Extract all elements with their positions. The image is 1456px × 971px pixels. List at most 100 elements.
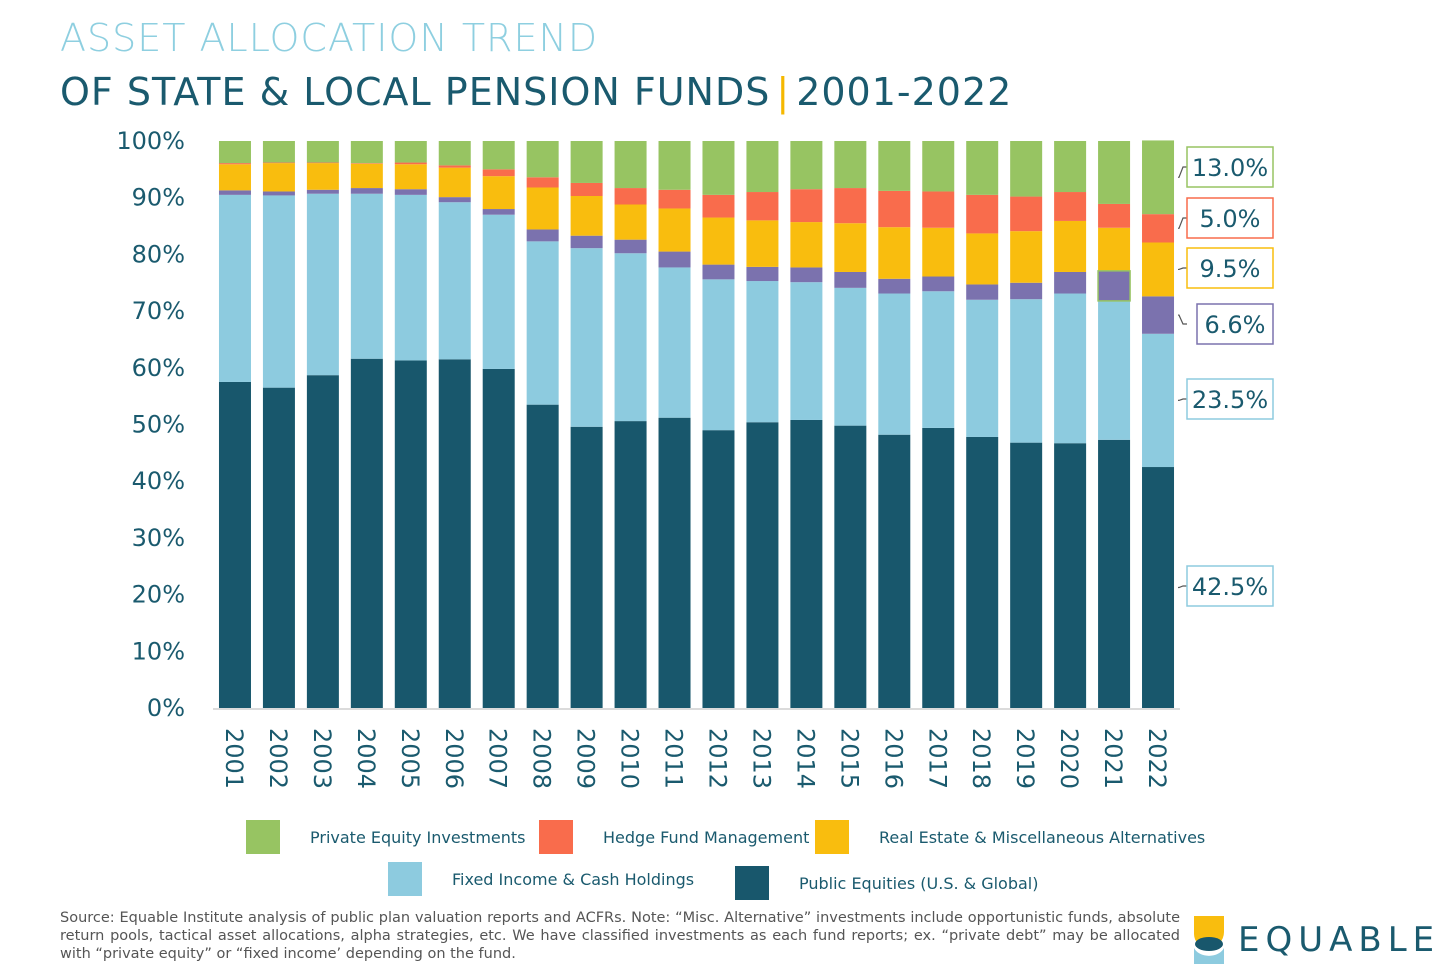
bar-segment-hedge-fund	[483, 169, 515, 176]
bar-segment-private-equity	[483, 141, 515, 169]
bar-segment-other-alt	[746, 267, 778, 281]
bar-segment-fixed-income	[1142, 334, 1174, 467]
bar-segment-public-equities	[659, 418, 691, 708]
bar-segment-private-equity	[790, 141, 822, 189]
bar-segment-real-estate	[834, 223, 866, 272]
legend-label: Fixed Income & Cash Holdings	[452, 870, 694, 889]
bar-segment-real-estate	[263, 163, 295, 191]
equable-logo-text: EQUABLE	[1238, 920, 1440, 960]
bar-segment-fixed-income	[615, 253, 647, 421]
x-tick-label: 2005	[396, 728, 424, 789]
bar-segment-private-equity	[746, 141, 778, 192]
x-tick-label: 2009	[572, 728, 600, 789]
callout-label: 13.0%	[1192, 154, 1268, 182]
legend: Private Equity Investments Hedge Fund Ma…	[0, 812, 1456, 912]
bar-segment-hedge-fund	[263, 163, 295, 164]
legend-label: Public Equities (U.S. & Global)	[799, 874, 1038, 893]
callout-leader-line	[1178, 218, 1187, 228]
bar-segment-private-equity	[1054, 141, 1086, 192]
bar-segment-fixed-income	[834, 288, 866, 426]
legend-item-private-equity: Private Equity Investments	[246, 820, 526, 854]
bar-segment-hedge-fund	[571, 183, 603, 196]
bar-segment-other-alt	[439, 197, 471, 202]
y-tick-label: 50%	[132, 411, 185, 439]
x-tick-label: 2018	[967, 728, 995, 789]
bar-segment-real-estate	[1010, 231, 1042, 283]
bar-segment-other-alt	[351, 188, 383, 194]
bar-segment-other-alt	[659, 252, 691, 268]
bar-segment-other-alt	[307, 190, 339, 194]
bar-segment-public-equities	[834, 426, 866, 708]
legend-item-hedge-fund: Hedge Fund Management	[539, 820, 809, 854]
bar-segment-fixed-income	[219, 195, 251, 382]
y-tick-label: 40%	[132, 467, 185, 495]
bar-segment-public-equities	[1054, 443, 1086, 708]
bar-segment-real-estate	[746, 220, 778, 266]
bar-segment-fixed-income	[527, 241, 559, 404]
bar-segment-real-estate	[1142, 242, 1174, 296]
bar-segment-other-alt	[1010, 283, 1042, 299]
legend-swatch	[815, 820, 849, 854]
x-tick-label: 2019	[1011, 728, 1039, 789]
callout-label: 23.5%	[1192, 386, 1268, 414]
callout-label: 42.5%	[1192, 573, 1268, 601]
bar-segment-fixed-income	[746, 281, 778, 422]
bar-segment-hedge-fund	[1142, 214, 1174, 242]
bar-segment-real-estate	[395, 164, 427, 189]
callout-leader-line	[1178, 399, 1187, 400]
callout-leader-line	[1178, 315, 1187, 324]
bar-segment-hedge-fund	[395, 163, 427, 165]
bar-segment-other-alt	[395, 189, 427, 195]
bar-segment-public-equities	[702, 430, 734, 708]
bar-segment-hedge-fund	[439, 165, 471, 167]
x-tick-label: 2021	[1099, 728, 1127, 789]
bar-segment-real-estate	[307, 163, 339, 190]
bar-segment-fixed-income	[966, 300, 998, 437]
bar-segment-private-equity	[527, 141, 559, 177]
callout-leader-line	[1178, 268, 1187, 269]
bar-segment-other-alt	[615, 240, 647, 254]
bar-segment-other-alt	[571, 236, 603, 248]
x-tick-label: 2004	[352, 728, 380, 789]
bar-segment-fixed-income	[922, 291, 954, 428]
bar-segment-hedge-fund	[878, 191, 910, 227]
legend-label: Hedge Fund Management	[603, 828, 809, 847]
x-tick-label: 2015	[835, 728, 863, 789]
bar-segment-public-equities	[395, 360, 427, 708]
legend-item-fixed-income: Fixed Income & Cash Holdings	[388, 862, 694, 896]
y-tick-label: 100%	[116, 127, 185, 155]
bar-segment-public-equities	[571, 427, 603, 708]
bar-segment-public-equities	[351, 359, 383, 708]
bar-segment-other-alt	[966, 284, 998, 299]
equable-logo: EQUABLE	[1190, 912, 1450, 968]
bar-segment-public-equities	[966, 437, 998, 708]
bar-segment-other-alt	[702, 265, 734, 280]
bar-segment-fixed-income	[1098, 301, 1130, 440]
bar-segment-real-estate	[483, 176, 515, 209]
bar-segment-private-equity	[307, 141, 339, 163]
bar-segment-fixed-income	[878, 294, 910, 435]
legend-label: Real Estate & Miscellaneous Alternatives	[879, 828, 1205, 847]
bar-segment-public-equities	[615, 421, 647, 708]
bar-segment-private-equity	[395, 141, 427, 163]
legend-swatch	[388, 862, 422, 896]
bar-segment-real-estate	[659, 208, 691, 251]
x-tick-label: 2013	[747, 728, 775, 789]
bar-segment-other-alt	[1142, 296, 1174, 333]
bar-segment-public-equities	[1010, 443, 1042, 708]
bar-segment-real-estate	[351, 164, 383, 188]
x-tick-label: 2008	[528, 728, 556, 789]
x-tick-label: 2014	[791, 728, 819, 789]
bar-segment-fixed-income	[351, 194, 383, 359]
legend-item-public-equities: Public Equities (U.S. & Global)	[735, 866, 1038, 900]
x-tick-label: 2001	[220, 728, 248, 789]
x-tick-label: 2012	[703, 728, 731, 789]
x-tick-label: 2017	[923, 728, 951, 789]
bar-segment-fixed-income	[659, 267, 691, 417]
bar-segment-fixed-income	[702, 279, 734, 430]
bar-segment-real-estate	[1098, 228, 1130, 271]
bar-segment-real-estate	[878, 227, 910, 279]
bar-segment-hedge-fund	[922, 191, 954, 227]
bar-segment-private-equity	[1142, 140, 1174, 214]
bar-segment-other-alt	[790, 267, 822, 282]
